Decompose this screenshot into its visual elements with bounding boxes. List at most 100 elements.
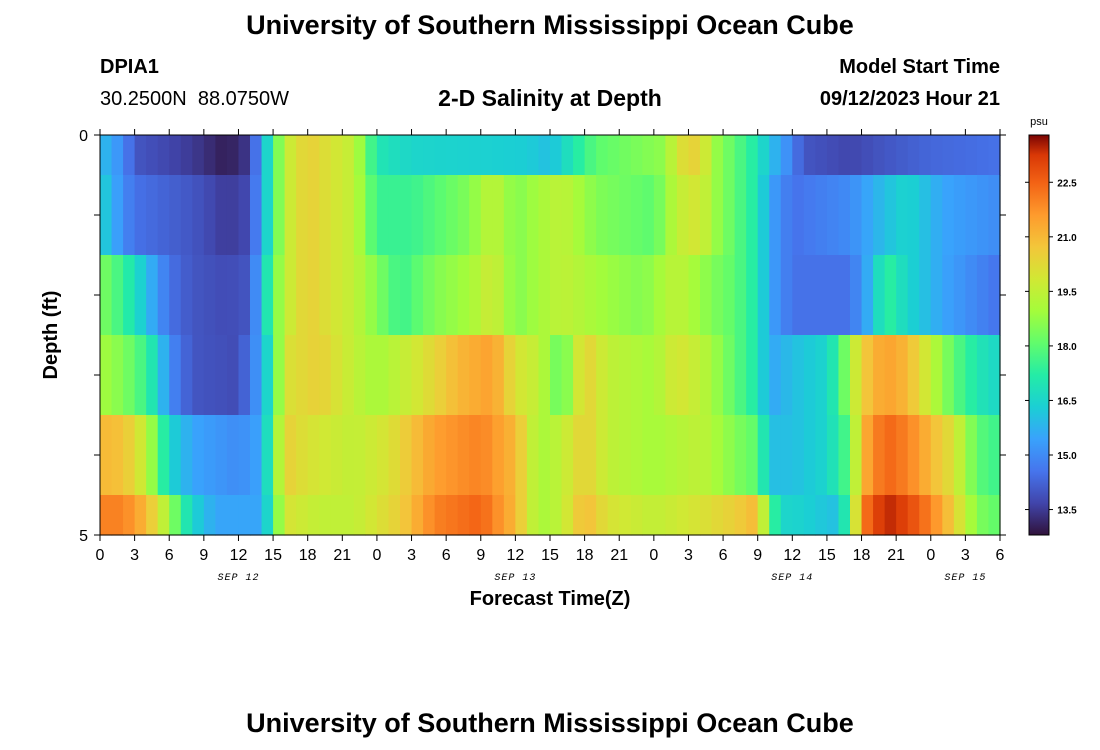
heatmap-cell: [307, 175, 320, 256]
colorbar-tick-label: 15.0: [1057, 451, 1077, 462]
heatmap-cell: [953, 175, 966, 256]
heatmap-cell: [434, 415, 447, 496]
footer-title: University of Southern Mississippi Ocean…: [246, 708, 854, 738]
heatmap-cell: [965, 415, 978, 496]
date-label: SEP 13: [494, 573, 536, 584]
heatmap-cell: [653, 335, 666, 416]
heatmap-cell: [665, 135, 678, 176]
heatmap-cell: [665, 415, 678, 496]
heatmap-cell: [492, 495, 505, 536]
heatmap-cell: [780, 495, 793, 536]
heatmap-cell: [976, 175, 990, 256]
heatmap-cell: [619, 495, 632, 536]
heatmap-cell: [203, 135, 216, 176]
heatmap-cell: [342, 415, 355, 496]
heatmap-cell: [630, 175, 643, 256]
heatmap-cell: [296, 415, 309, 496]
heatmap-cell: [434, 495, 447, 536]
heatmap-cell: [711, 335, 724, 416]
heatmap-cell: [988, 135, 1001, 176]
heatmap-cell: [157, 335, 170, 416]
heatmap-cell: [815, 175, 828, 256]
heatmap-cell: [584, 415, 597, 496]
heatmap-cell: [261, 135, 274, 176]
heatmap-cell: [100, 415, 113, 496]
heatmap-cell: [538, 335, 551, 416]
x-tick-label: 3: [684, 547, 693, 564]
heatmap-cell: [607, 135, 620, 176]
heatmap-cell: [307, 415, 320, 496]
y-tick-label: 5: [79, 528, 88, 545]
date-label: SEP 14: [771, 573, 813, 584]
heatmap-cell: [942, 135, 955, 176]
x-tick-label: 6: [719, 547, 728, 564]
heatmap-cell: [965, 175, 978, 256]
heatmap-cell: [550, 415, 563, 496]
x-tick-label: 3: [407, 547, 416, 564]
heatmap-cell: [676, 175, 690, 256]
plot-title: 2-D Salinity at Depth: [438, 85, 662, 111]
heatmap-cell: [400, 415, 413, 496]
heatmap-cell: [192, 415, 205, 496]
heatmap-cell: [146, 255, 159, 336]
heatmap-cell: [169, 335, 182, 416]
heatmap-cell: [538, 175, 551, 256]
heatmap-cell: [146, 175, 159, 256]
heatmap-cell: [688, 255, 701, 336]
heatmap-cell: [342, 135, 355, 176]
heatmap-cell: [988, 175, 1001, 256]
heatmap-cell: [446, 495, 459, 536]
heatmap-cell: [861, 335, 874, 416]
heatmap-cell: [815, 335, 828, 416]
heatmap-cell: [584, 135, 597, 176]
heatmap-cell: [423, 255, 436, 336]
heatmap-cell: [411, 255, 424, 336]
x-tick-label: 9: [199, 547, 208, 564]
y-tick-label: 0: [79, 128, 88, 145]
heatmap-cell: [896, 135, 909, 176]
heatmap-cell: [376, 175, 390, 256]
heatmap-cell: [376, 415, 390, 496]
heatmap-cell: [780, 335, 793, 416]
colorbar: [1028, 134, 1050, 536]
heatmap-cell: [769, 335, 782, 416]
heatmap-cell: [561, 135, 574, 176]
heatmap-cell: [711, 175, 724, 256]
heatmap-cell: [596, 135, 609, 176]
heatmap-cell: [284, 175, 297, 256]
heatmap-cell: [226, 495, 240, 536]
heatmap-cell: [688, 415, 701, 496]
heatmap-cell: [400, 495, 413, 536]
heatmap-cell: [307, 335, 320, 416]
heatmap-cell: [457, 415, 470, 496]
x-tick-label: 15: [541, 547, 559, 564]
heatmap-cell: [180, 135, 193, 176]
heatmap-cell: [688, 335, 701, 416]
heatmap-cell: [123, 495, 136, 536]
heatmap-cell: [596, 175, 609, 256]
heatmap-cell: [169, 415, 182, 496]
heatmap-cell: [273, 495, 286, 536]
heatmap-cell: [907, 495, 920, 536]
heatmap-cell: [607, 415, 620, 496]
heatmap-cell: [400, 135, 413, 176]
heatmap-cell: [561, 255, 574, 336]
heatmap-cell: [111, 135, 124, 176]
heatmap-cell: [930, 495, 943, 536]
page-title: University of Southern Mississippi Ocean…: [246, 10, 854, 40]
heatmap-cell: [792, 255, 805, 336]
heatmap-cell: [561, 335, 574, 416]
heatmap-cell: [619, 135, 632, 176]
heatmap-cell: [723, 335, 736, 416]
heatmap-cell: [423, 175, 436, 256]
heatmap-cell: [907, 255, 920, 336]
heatmap-cell: [688, 135, 701, 176]
x-axis-label: Forecast Time(Z): [470, 588, 631, 610]
heatmap-cell: [273, 415, 286, 496]
heatmap-cell: [203, 175, 216, 256]
heatmap-cell: [930, 335, 943, 416]
heatmap-cell: [873, 415, 886, 496]
heatmap-cell: [907, 175, 920, 256]
heatmap-cell: [596, 415, 609, 496]
heatmap-cell: [376, 495, 390, 536]
